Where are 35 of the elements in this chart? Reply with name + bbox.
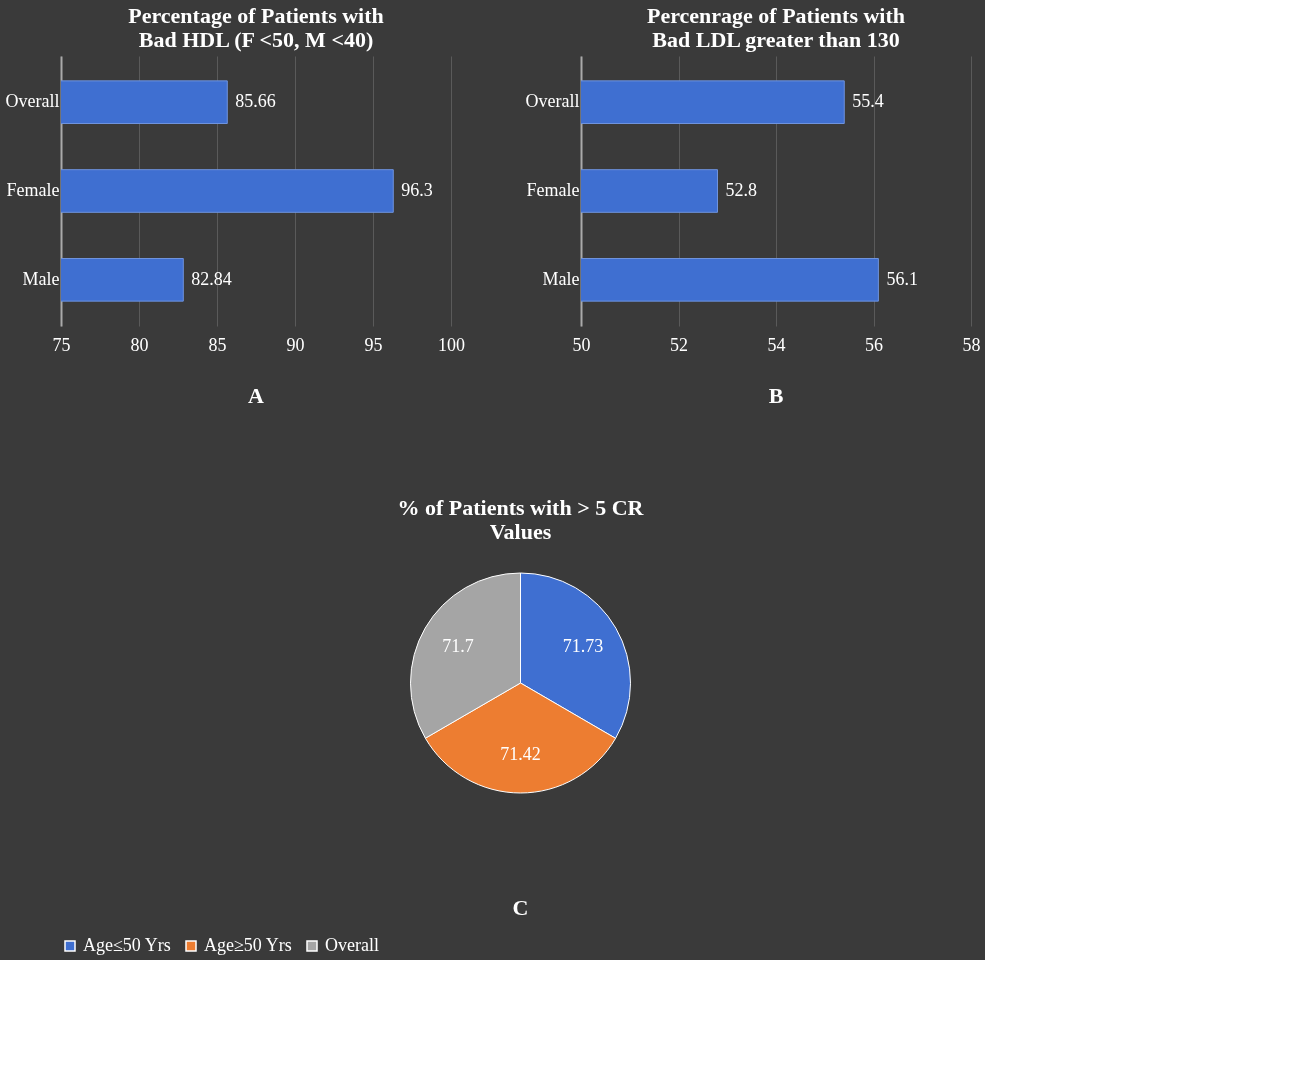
x-tick-label: 75 <box>52 334 71 355</box>
x-tick-label: 54 <box>767 334 786 355</box>
y-tick-label: Female <box>526 180 580 200</box>
data-label: 96.3 <box>401 180 433 200</box>
x-tick-label: 85 <box>208 334 227 355</box>
data-label: 82.84 <box>191 268 232 289</box>
x-tick-label: 95 <box>364 334 383 355</box>
data-label: 56.1 <box>886 268 918 289</box>
x-tick-label: 50 <box>572 334 591 355</box>
chart-title: % of Patients with > 5 CR Values <box>397 495 645 544</box>
x-tick-label: 52 <box>670 334 688 355</box>
legend-label: Age≥50 Yrs <box>204 935 292 955</box>
text: B <box>768 383 784 408</box>
y-tick-label: Male <box>542 268 580 289</box>
x-tick-label: 58 <box>962 334 981 355</box>
chart-title: Percentage of Patients with Bad HDL (F <50, M <40) <box>128 3 384 52</box>
x-tick-label: 100 <box>438 334 465 355</box>
data-label: 71.73 <box>562 636 604 657</box>
x-tick-label: 90 <box>286 334 305 355</box>
text: A <box>248 383 265 408</box>
x-tick-label: 80 <box>130 334 149 355</box>
y-tick-label: Overall <box>5 91 60 112</box>
legend-label: Age≤50 Yrs <box>83 935 171 955</box>
x-tick-label: 56 <box>865 334 883 355</box>
text: C <box>512 895 529 920</box>
chart-title: Percenrage of Patients with Bad LDL greater than 130 <box>646 3 906 52</box>
legend-label: Overall <box>325 935 379 955</box>
data-label: 71.7 <box>442 636 474 657</box>
y-tick-label: Female <box>6 180 60 200</box>
data-label: 55.4 <box>852 91 884 112</box>
data-label: 52.8 <box>725 180 757 200</box>
y-tick-label: Male <box>22 268 60 289</box>
data-label: 85.66 <box>235 91 276 112</box>
y-tick-label: Overall <box>525 91 580 112</box>
data-label: 71.42 <box>500 744 541 764</box>
